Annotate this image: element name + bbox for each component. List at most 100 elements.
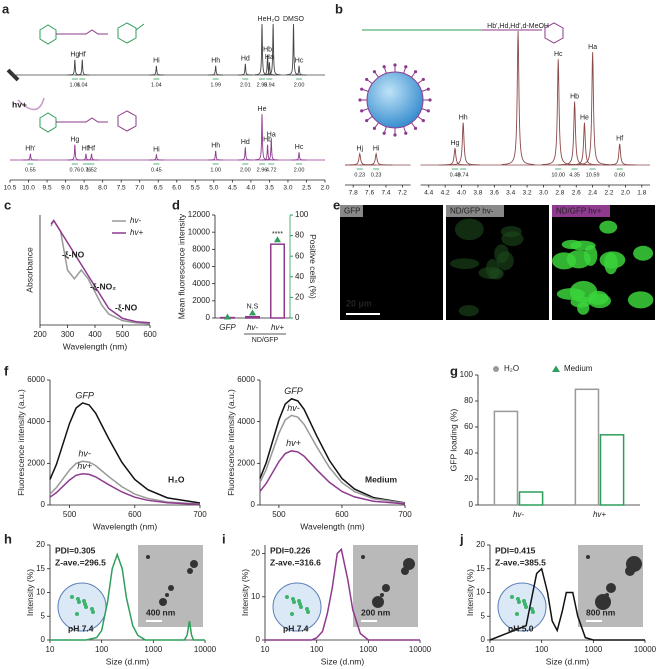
x-tick-label: 9.5 [43, 185, 52, 192]
np-tip [421, 118, 425, 123]
y2-tick-label: 80 [295, 231, 304, 240]
icon-dot [70, 595, 74, 599]
peak [438, 147, 472, 166]
tem-particle [159, 598, 167, 606]
cell [599, 220, 618, 234]
y-tick-label: 80 [464, 396, 473, 405]
annotation: H₂O [168, 474, 185, 484]
np-spike [421, 108, 428, 111]
panel-letter: d [172, 197, 180, 212]
tem-particle [165, 593, 169, 597]
peak [84, 153, 99, 161]
peak-label: Hi [373, 146, 380, 153]
y-axis-label: Intensity (%) [25, 569, 35, 616]
y-tick-label: 2000 [192, 296, 210, 305]
panel-letter: a [2, 1, 10, 16]
peak [67, 144, 83, 161]
y-axis-label: Fluorescence intensity (a.u.) [226, 389, 236, 496]
integral-label: 10.59 [586, 172, 600, 178]
panel-label: GFP [344, 207, 360, 216]
series-line [50, 552, 205, 641]
np-spike [384, 126, 387, 133]
peak-label: Hc [295, 58, 304, 65]
peak [22, 153, 38, 161]
np-spike [417, 116, 423, 121]
x-tick-label: 6.0 [172, 185, 181, 192]
np-spike [411, 122, 416, 128]
x-tick-label: 10000 [194, 645, 217, 654]
y-tick-label: 0 [469, 500, 474, 509]
peak [148, 153, 164, 161]
y-tick-label: 10 [476, 588, 485, 597]
x-tick-label: 3.2 [523, 190, 532, 197]
cell [570, 240, 596, 251]
y-tick-label: 2000 [27, 458, 45, 467]
tem-particle [361, 555, 365, 559]
np-tip [382, 131, 386, 135]
peak-label: Hb [263, 46, 272, 53]
y-tick-label: 0 [256, 635, 261, 644]
x-tick-label: 2.0 [621, 190, 630, 197]
x-tick-label: 10 [486, 645, 495, 654]
np-tip [372, 126, 377, 130]
y-tick-label: 15 [476, 564, 485, 573]
cell [577, 301, 590, 315]
peak [208, 150, 224, 161]
integral-label: 0.60 [614, 172, 625, 178]
x-tick-label: 4.4 [424, 190, 433, 197]
legend-label: hv+ [130, 228, 143, 237]
x-axis-label: Size (d.nm) [546, 656, 590, 666]
peak [263, 139, 279, 161]
legend-label: hv- [130, 216, 141, 225]
panel-letter: b [335, 1, 343, 16]
series-label: GFP [284, 386, 303, 396]
peak [359, 152, 393, 166]
structure-b [362, 22, 564, 44]
bar [270, 243, 285, 319]
x-tick-label: 3.5 [265, 185, 274, 192]
x-tick-label: 700 [193, 510, 207, 519]
x-tick-label: hv- [513, 510, 524, 519]
peak-label: Hi [153, 58, 160, 65]
peak [265, 23, 281, 76]
cell [556, 288, 585, 300]
series-label: hv- [287, 403, 300, 413]
peak-label: Hi [153, 147, 160, 154]
x-tick-label: hv- [247, 323, 258, 332]
x-tick-label: 3.0 [283, 185, 292, 192]
x-tick-label: 2.6 [572, 190, 581, 197]
series-line [259, 414, 406, 504]
x-tick-label: 8.5 [80, 185, 89, 192]
panel-letter: j [459, 531, 464, 546]
x-tick-label: 4.0 [246, 185, 255, 192]
tem-particle [168, 585, 174, 591]
x-tick-label: 1000 [144, 645, 162, 654]
peak-label: Ha [267, 131, 276, 138]
tem-particle [595, 594, 611, 610]
marker [249, 309, 256, 316]
np-tip [365, 118, 369, 123]
icon-dot [297, 599, 301, 603]
peak [558, 101, 592, 166]
peak [262, 62, 277, 76]
peak-label: H₂O [267, 16, 281, 23]
panel-letter: i [222, 531, 226, 546]
y-tick-label: 20 [36, 540, 45, 549]
tem-particle [403, 558, 415, 570]
annotation: Z-ave.=385.5 [495, 557, 546, 567]
peak [568, 122, 601, 166]
integral-label: 0.45 [151, 167, 162, 173]
np-spike [417, 79, 423, 84]
peak-label: Hh [459, 115, 468, 122]
x-tick-label: 5.0 [209, 185, 218, 192]
y-tick-label: 10 [251, 592, 260, 601]
series-label: hv+ [77, 461, 92, 471]
icon-dot [290, 612, 294, 616]
tem-particle [190, 560, 198, 568]
peak [345, 152, 377, 166]
nanoparticle-b [366, 71, 424, 129]
annotation: -ξ-NO [62, 249, 85, 259]
tem-particle [625, 566, 635, 576]
peak [78, 153, 94, 161]
x-tick-label: 400 [88, 330, 102, 339]
